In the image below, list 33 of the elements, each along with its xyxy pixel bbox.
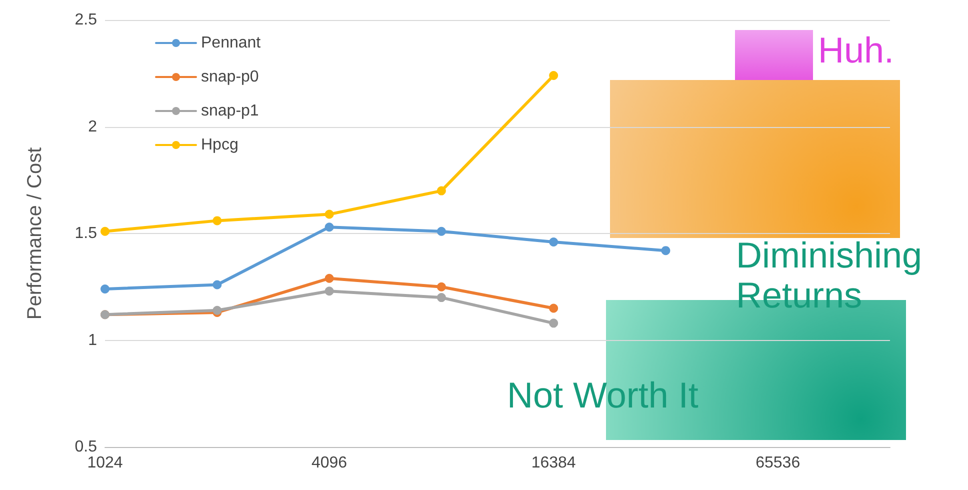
point xyxy=(549,71,558,80)
point xyxy=(212,216,222,226)
point xyxy=(212,306,222,315)
x-tick-label: 65536 xyxy=(756,454,800,472)
y-tick-label: 1.5 xyxy=(74,225,98,242)
legend-label: Pennant xyxy=(201,34,262,52)
point xyxy=(436,226,446,236)
point xyxy=(100,284,110,294)
y-axis-title: Performance / Cost xyxy=(24,146,46,320)
point xyxy=(549,304,558,313)
x-tick-label: 16384 xyxy=(531,454,576,472)
y-tick-label: 2.5 xyxy=(74,12,98,28)
legend-label: snap-p0 xyxy=(201,68,259,86)
point xyxy=(549,318,558,328)
x-tick-label: 1024 xyxy=(87,454,123,472)
x-tick-label: 4096 xyxy=(311,454,348,472)
annotation: Huh. xyxy=(818,30,894,70)
point xyxy=(661,246,670,256)
y-tick-label: 0.5 xyxy=(74,438,98,456)
point xyxy=(212,280,222,290)
point xyxy=(324,286,334,296)
point xyxy=(324,210,334,219)
y-tick-label: 2 xyxy=(88,118,98,136)
point xyxy=(549,238,558,247)
point xyxy=(324,222,334,232)
point xyxy=(436,282,446,292)
legend-label: snap-p1 xyxy=(201,102,259,120)
point xyxy=(100,226,110,236)
y-tick-label: 1 xyxy=(88,332,98,349)
legend-label: Hpcg xyxy=(201,136,238,154)
point xyxy=(436,186,446,196)
point xyxy=(324,274,334,283)
point xyxy=(436,293,446,302)
